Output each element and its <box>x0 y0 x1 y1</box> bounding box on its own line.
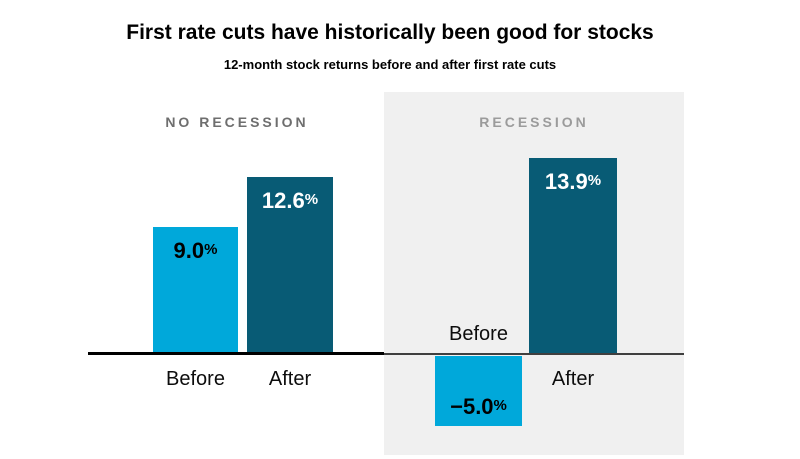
category-label-before: Before <box>166 368 225 390</box>
bar-value-label: 9.0% <box>174 240 218 262</box>
chart-subtitle: 12-month stock returns before and after … <box>223 57 557 72</box>
percent-sign: % <box>304 191 319 208</box>
percent-sign: % <box>587 172 602 189</box>
bar-value: 9.0 <box>173 238 205 263</box>
bar-value: 12.6 <box>261 188 305 213</box>
category-label-after: After <box>551 368 595 390</box>
bar-value-label: 12.6% <box>262 190 318 212</box>
bar-no-recession-after: 12.6% <box>247 177 333 353</box>
bar-value: 13.9 <box>544 169 588 194</box>
category-label-after: After <box>268 368 312 390</box>
chart-title: First rate cuts have historically been g… <box>126 21 654 44</box>
category-label-before: Before <box>449 323 508 345</box>
section-label-no-recession: NO RECESSION <box>165 114 309 130</box>
percent-sign: % <box>493 397 507 414</box>
section-label-recession: RECESSION <box>479 114 589 130</box>
x-axis-baseline-no-recession <box>88 352 384 355</box>
bar-value: −5.0 <box>450 394 494 419</box>
percent-sign: % <box>204 241 218 258</box>
bar-value-label: −5.0% <box>450 396 507 418</box>
bar-value-label: 13.9% <box>545 171 601 193</box>
bar-recession-after: 13.9% <box>529 158 617 353</box>
bar-recession-before: −5.0% <box>435 356 522 426</box>
bar-no-recession-before: 9.0% <box>153 227 238 353</box>
x-axis-baseline-recession <box>384 353 684 355</box>
